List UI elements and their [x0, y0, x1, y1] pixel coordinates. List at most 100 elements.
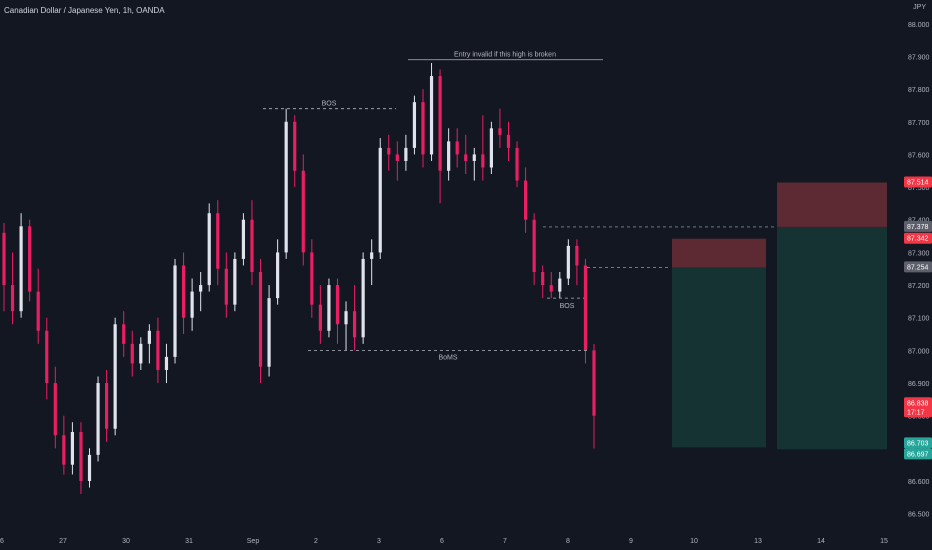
price-badge-label: 87.342 — [907, 236, 929, 243]
candle-body — [489, 128, 493, 168]
candle-body — [199, 285, 203, 292]
time-tick-label: 8 — [566, 538, 570, 545]
candle-body — [404, 147, 408, 161]
price-tick-label: 88.000 — [908, 22, 930, 29]
candle-body — [327, 285, 331, 331]
take-profit-zone — [777, 226, 887, 450]
candle-body — [378, 147, 382, 253]
candle-body — [412, 102, 417, 148]
price-badge — [904, 232, 932, 244]
price-tick-label: 87.100 — [908, 316, 930, 323]
candle-body — [36, 291, 40, 331]
candle-body — [583, 265, 588, 351]
candle-body — [216, 213, 220, 269]
price-tick-label: 87.600 — [908, 152, 930, 159]
annotation-label: BOS — [322, 101, 337, 108]
candle-body — [156, 330, 160, 370]
candle-body — [45, 330, 49, 384]
price-tick-label: 87.900 — [908, 54, 930, 61]
candle-body — [523, 180, 528, 220]
candle-body — [541, 272, 545, 286]
candle-body — [173, 265, 177, 357]
candle-body — [370, 252, 374, 259]
candle-body — [105, 383, 109, 429]
candle-body — [250, 219, 254, 272]
candle-body — [224, 268, 228, 305]
candle-body — [62, 435, 66, 465]
time-axis[interactable]: 26 27 30 31 Sep 2 3 6 7 8 9 10 13 14 15 — [0, 538, 888, 545]
candle-body — [293, 121, 297, 171]
take-profit-zone — [672, 267, 766, 448]
time-tick-label: 31 — [185, 538, 193, 545]
candle-body — [96, 383, 100, 455]
price-tick-label: 87.200 — [908, 283, 930, 290]
price-tick-label: 87.800 — [908, 87, 930, 94]
time-tick-label: 27 — [59, 538, 67, 545]
candle-body — [310, 252, 314, 305]
candle-body — [284, 121, 288, 253]
candle-body — [352, 311, 357, 338]
time-tick-label: 7 — [503, 538, 507, 545]
candle-body — [464, 154, 468, 161]
time-tick-label: 30 — [122, 538, 130, 545]
price-badge-label: 86.697 — [907, 451, 929, 458]
price-tick-label: 87.000 — [908, 348, 930, 355]
candle-body — [2, 232, 6, 286]
stop-loss-zone — [777, 182, 887, 227]
candle-body — [113, 324, 117, 429]
candle-body — [10, 285, 15, 312]
price-badge-label: 87.378 — [907, 224, 929, 231]
candle-body — [79, 432, 83, 482]
candle-body — [318, 304, 322, 331]
candle-body — [472, 154, 476, 161]
candle-body — [447, 141, 451, 171]
stop-loss-zone — [672, 238, 766, 268]
price-tick-label: 86.900 — [908, 381, 930, 388]
candle-body — [241, 219, 246, 259]
candle-body — [301, 170, 305, 253]
candle-body — [267, 298, 271, 367]
candle-body — [181, 265, 186, 318]
time-tick-label: Sep — [247, 538, 260, 545]
candle-body — [395, 154, 399, 161]
candle-body — [515, 147, 519, 181]
countdown-label: 17:17 — [907, 409, 925, 416]
candle-body — [481, 154, 485, 168]
price-tick-label: 87.700 — [908, 120, 930, 127]
price-tick-label: 86.500 — [908, 512, 930, 519]
time-tick-label: 10 — [690, 538, 698, 545]
time-tick-label: 3 — [377, 538, 381, 545]
candle-body — [276, 252, 280, 299]
candle-body — [549, 285, 553, 292]
candle-body — [87, 454, 92, 482]
candle-body — [147, 330, 151, 344]
candlestick-series — [2, 62, 596, 495]
time-tick-label: 6 — [440, 538, 444, 545]
time-tick-label: 13 — [754, 538, 762, 545]
candle-body — [438, 76, 442, 171]
candle-body — [139, 343, 143, 364]
candle-body — [233, 258, 237, 305]
price-badge-label: 86.703 — [907, 440, 929, 447]
price-badge — [904, 220, 932, 232]
price-badge-label: 87.514 — [907, 180, 929, 187]
time-tick-label: 2 — [314, 538, 318, 545]
price-badge-label: 86.838 — [907, 400, 929, 407]
candle-body — [28, 226, 32, 292]
candle-body — [592, 350, 596, 416]
annotation-lines: Entry invalid if this high is broken BOS B… — [263, 52, 775, 361]
price-badge — [904, 437, 932, 449]
candle-body — [207, 213, 211, 286]
candle-body — [498, 128, 502, 135]
candle-body — [387, 147, 391, 155]
price-badge — [904, 448, 932, 460]
price-badge — [904, 176, 932, 188]
candle-body — [122, 324, 126, 344]
candle-body — [344, 311, 348, 325]
candle-body — [164, 356, 169, 370]
candle-body — [532, 219, 536, 272]
candle-body — [429, 76, 434, 155]
price-tick-label: 87.500 — [908, 185, 930, 192]
